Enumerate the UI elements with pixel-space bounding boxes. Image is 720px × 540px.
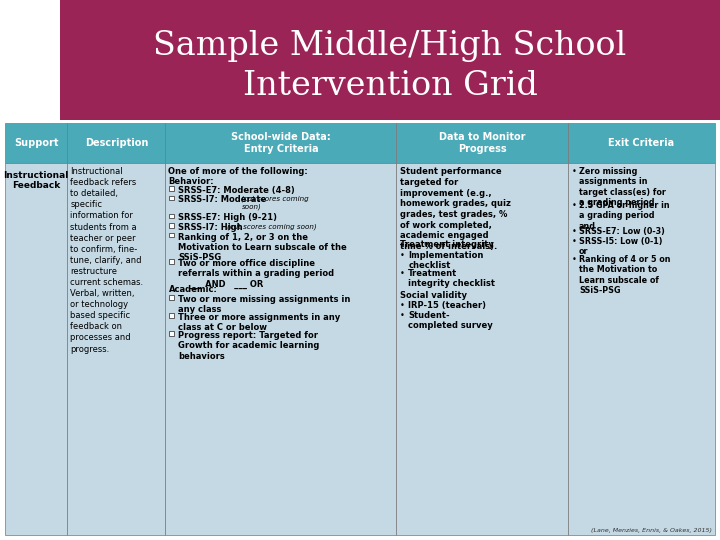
FancyBboxPatch shape [568, 163, 715, 535]
Text: SRSS-E7: Moderate (4-8): SRSS-E7: Moderate (4-8) [179, 186, 295, 195]
FancyBboxPatch shape [169, 313, 174, 318]
Text: •: • [400, 268, 405, 278]
Text: Instructional
Feedback: Instructional Feedback [4, 171, 69, 191]
FancyBboxPatch shape [166, 123, 396, 163]
Text: •: • [572, 201, 577, 210]
Text: Intervention Grid: Intervention Grid [243, 70, 537, 103]
FancyBboxPatch shape [169, 213, 174, 218]
Text: •: • [400, 310, 405, 320]
Text: SRSS-I5: Low (0-1)
or: SRSS-I5: Low (0-1) or [579, 237, 662, 256]
Text: Data to Monitor
Progress: Data to Monitor Progress [439, 132, 526, 154]
Text: Student-
completed survey: Student- completed survey [408, 310, 493, 330]
Text: IRP-15 (teacher): IRP-15 (teacher) [408, 301, 486, 310]
Text: Zero missing
assignments in
target class(es) for
a grading period: Zero missing assignments in target class… [579, 167, 666, 207]
Text: Behavior:: Behavior: [168, 177, 214, 186]
FancyBboxPatch shape [396, 123, 568, 163]
Text: •: • [572, 167, 577, 176]
FancyBboxPatch shape [169, 233, 174, 237]
FancyBboxPatch shape [169, 186, 174, 191]
Text: 2.5 GPA or higher in
a grading period
and: 2.5 GPA or higher in a grading period an… [579, 201, 670, 231]
FancyBboxPatch shape [169, 195, 174, 200]
Text: Progress report: Targeted for
Growth for academic learning
behaviors: Progress report: Targeted for Growth for… [179, 331, 320, 361]
FancyBboxPatch shape [169, 331, 174, 335]
Text: SRSS-E7: High (9-21): SRSS-E7: High (9-21) [179, 213, 277, 222]
FancyBboxPatch shape [68, 163, 166, 535]
Text: Two or more office discipline
referrals within a grading period
    ___ AND   __: Two or more office discipline referrals … [179, 259, 335, 289]
Text: SRSS-I7: Moderate: SRSS-I7: Moderate [179, 195, 269, 205]
FancyBboxPatch shape [68, 123, 166, 163]
Text: Instructional
feedback refers
to detailed,
specific
information for
students fro: Instructional feedback refers to detaile… [71, 167, 143, 354]
Text: Treatment
integrity checklist: Treatment integrity checklist [408, 268, 495, 288]
Text: SRSS-I7: High (cut scores coming soon): SRSS-I7: High (cut scores coming soon) [179, 223, 319, 230]
Text: School-wide Data:
Entry Criteria: School-wide Data: Entry Criteria [231, 132, 330, 154]
Text: •: • [400, 251, 405, 260]
Text: •: • [572, 227, 577, 236]
Text: Treatment integrity: Treatment integrity [400, 240, 494, 249]
Text: •: • [400, 301, 405, 310]
FancyBboxPatch shape [5, 123, 68, 163]
FancyBboxPatch shape [5, 163, 68, 535]
FancyBboxPatch shape [166, 163, 396, 535]
Text: (cut scores coming soon): (cut scores coming soon) [228, 223, 317, 230]
FancyBboxPatch shape [169, 259, 174, 264]
Text: Two or more missing assignments in
any class: Two or more missing assignments in any c… [179, 295, 351, 314]
FancyBboxPatch shape [169, 295, 174, 300]
Text: Implementation
checklist: Implementation checklist [408, 251, 484, 270]
Text: Three or more assignments in any
class at C or below: Three or more assignments in any class a… [179, 313, 341, 333]
Text: SRSS-I7: High: SRSS-I7: High [179, 223, 246, 232]
Text: Description: Description [85, 138, 148, 148]
Text: SRSS-I7: Moderate (cut scores coming
soon): SRSS-I7: Moderate (cut scores coming soo… [179, 195, 314, 210]
Text: SRSS-E7: Low (0-3): SRSS-E7: Low (0-3) [579, 227, 665, 236]
Text: Social validity: Social validity [400, 291, 467, 300]
Text: (Lane, Menzies, Ennis, & Oakes, 2015): (Lane, Menzies, Ennis, & Oakes, 2015) [591, 528, 712, 533]
Text: Ranking of 1, 2, or 3 on the
Motivation to Learn subscale of the
SSiS-PSG: Ranking of 1, 2, or 3 on the Motivation … [179, 233, 347, 262]
Text: Ranking of 4 or 5 on
the Motivation to
Learn subscale of
SSiS-PSG: Ranking of 4 or 5 on the Motivation to L… [579, 255, 670, 295]
Text: Sample Middle/High School: Sample Middle/High School [153, 30, 626, 62]
Text: •: • [572, 255, 577, 264]
Text: Exit Criteria: Exit Criteria [608, 138, 675, 148]
FancyBboxPatch shape [396, 163, 568, 535]
Text: Student performance
targeted for
improvement (e.g.,
homework grades, quiz
grades: Student performance targeted for improve… [400, 167, 511, 251]
Text: Support: Support [14, 138, 58, 148]
FancyBboxPatch shape [60, 0, 720, 120]
Text: •: • [572, 237, 577, 246]
Text: Academic:: Academic: [168, 286, 217, 294]
FancyBboxPatch shape [568, 123, 715, 163]
FancyBboxPatch shape [169, 223, 174, 227]
Text: (cut scores coming
soon): (cut scores coming soon) [241, 195, 309, 210]
Text: One of more of the following:: One of more of the following: [168, 167, 308, 176]
